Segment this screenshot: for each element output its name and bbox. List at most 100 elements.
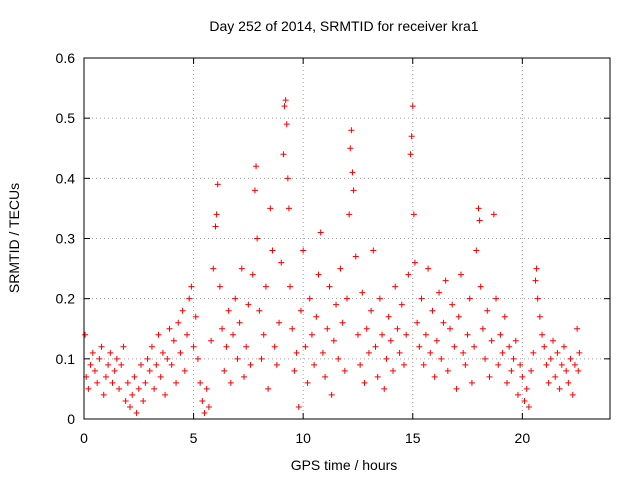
data-point (289, 325, 296, 332)
data-point (569, 391, 576, 398)
data-point (400, 361, 407, 368)
data-point (403, 331, 410, 338)
data-point (370, 247, 377, 254)
data-point (350, 187, 357, 194)
data-point (216, 283, 223, 290)
data-point (385, 313, 392, 320)
data-point (129, 391, 136, 398)
data-point (493, 295, 500, 302)
data-point (447, 325, 454, 332)
data-point (414, 319, 421, 326)
plot-frame (83, 57, 611, 420)
data-point (484, 307, 491, 314)
data-point (368, 307, 375, 314)
data-point (166, 325, 173, 332)
data-point (398, 301, 405, 308)
data-point (473, 247, 480, 254)
data-point (466, 295, 473, 302)
data-point (328, 391, 335, 398)
grid (84, 58, 610, 419)
data-point (567, 355, 574, 362)
data-point (359, 289, 366, 296)
data-point (291, 367, 298, 374)
data-point (148, 343, 155, 350)
x-tick-label: 0 (80, 430, 88, 446)
data-point (416, 343, 423, 350)
data-point (503, 379, 510, 386)
data-point (140, 397, 147, 404)
data-point (512, 337, 519, 344)
data-point (429, 307, 436, 314)
data-point (545, 379, 552, 386)
data-point (422, 331, 429, 338)
data-point (495, 361, 502, 368)
data-point (142, 379, 149, 386)
data-point (177, 349, 184, 356)
data-point (243, 343, 250, 350)
y-tick-label: 0 (67, 411, 75, 427)
data-point (278, 259, 285, 266)
data-point (533, 265, 540, 272)
data-point (408, 133, 415, 140)
data-point (285, 205, 292, 212)
y-tick-label: 0.6 (56, 50, 76, 66)
data-point (122, 397, 129, 404)
data-point (539, 331, 546, 338)
data-point (361, 379, 368, 386)
data-point (245, 301, 252, 308)
data-point (116, 385, 123, 392)
data-point (519, 373, 526, 380)
data-point (85, 385, 92, 392)
data-point (260, 331, 267, 338)
data-point (341, 367, 348, 374)
data-point (482, 355, 489, 362)
data-point (179, 307, 186, 314)
data-point (517, 361, 524, 368)
data-point (184, 331, 191, 338)
data-point (444, 367, 451, 374)
data-point (238, 265, 245, 272)
data-point (525, 403, 532, 410)
data-point (219, 325, 226, 332)
data-point (333, 301, 340, 308)
data-point (170, 337, 177, 344)
data-point (308, 331, 315, 338)
data-point (113, 355, 120, 362)
data-point (223, 343, 230, 350)
data-point (348, 127, 355, 134)
data-point (230, 331, 237, 338)
data-point (208, 337, 215, 344)
data-point (407, 151, 414, 158)
x-tick-label: 20 (515, 430, 531, 446)
data-point (232, 295, 239, 302)
data-point (346, 211, 353, 218)
data-point (396, 349, 403, 356)
data-point (552, 373, 559, 380)
x-axis-label: GPS time / hours (291, 457, 398, 473)
data-point (547, 355, 554, 362)
data-point (194, 355, 201, 362)
data-point (146, 367, 153, 374)
data-point (363, 325, 370, 332)
data-point (324, 325, 331, 332)
data-point (453, 385, 460, 392)
data-point (392, 283, 399, 290)
y-tick-label: 0.3 (56, 231, 76, 247)
data-point (410, 211, 417, 218)
data-point (442, 277, 449, 284)
data-point (203, 385, 210, 392)
data-point (155, 331, 162, 338)
data-point (541, 343, 548, 350)
data-point (477, 283, 484, 290)
data-point (188, 283, 195, 290)
data-point (201, 409, 208, 416)
y-tick-label: 0.4 (56, 170, 76, 186)
data-point (352, 253, 359, 260)
data-point (337, 265, 344, 272)
data-point (137, 361, 144, 368)
data-point (479, 325, 486, 332)
data-point (102, 373, 109, 380)
data-point (168, 361, 175, 368)
data-point (281, 103, 288, 110)
